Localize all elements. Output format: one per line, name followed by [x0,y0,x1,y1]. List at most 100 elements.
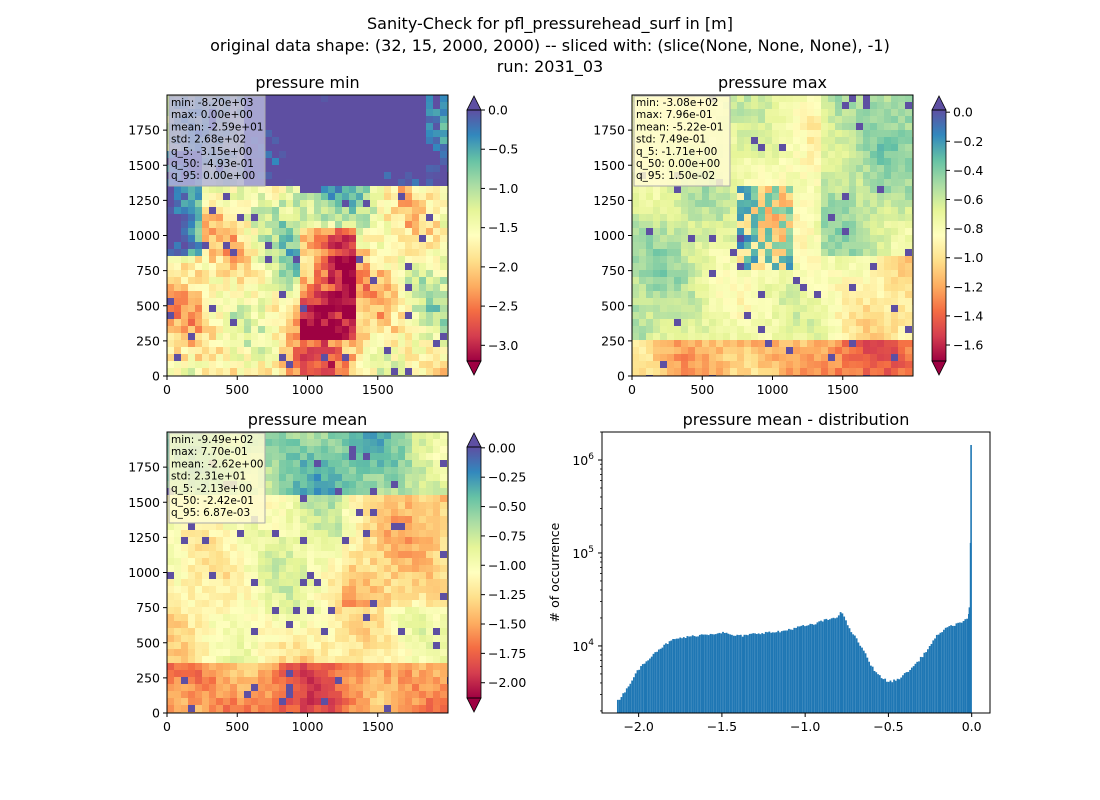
histogram-bar [868,661,871,713]
histogram-bar [919,656,922,713]
histogram-bar [939,632,942,713]
colorbar-tick-label: −1.75 [488,646,526,661]
y-tick-label: 500 [136,635,160,650]
y-tick-label: 500 [136,298,160,313]
histogram-bar [668,641,671,713]
histogram-bar [763,633,765,713]
histogram-bar [795,627,797,713]
histogram-bar [624,692,626,713]
histogram-bar [957,622,960,713]
histogram-bar [691,635,694,713]
histogram-bar [804,626,806,713]
histogram-bar [855,638,858,713]
histogram-bar [702,634,705,713]
histogram-bar [682,637,685,713]
histogram-bar [723,632,726,713]
histogram-bar [811,624,813,713]
histogram-bar [941,632,944,713]
histogram-bar [657,649,660,713]
histogram-bar [950,625,952,713]
histogram-bar [716,633,719,713]
histogram-bar [782,630,785,713]
histogram-bar [878,675,881,713]
x-tick-label: −1.0 [790,719,820,734]
histogram-bar [937,634,940,713]
colorbar-extend-min [466,360,482,376]
histogram-bar [745,634,748,713]
histogram-bar [711,634,714,713]
histogram-bar [789,629,792,713]
histogram-bar [818,621,821,713]
histogram-bar [880,678,883,713]
colorbar-extend-max [931,95,947,111]
colorbar-extend-min [466,697,482,713]
histogram-bar [836,617,838,713]
y-tick-label: 1750 [128,123,160,138]
histogram-bar [905,672,908,713]
stats-box [168,432,266,524]
histogram-bar [647,660,650,713]
y-axis-label: # of occurrence [547,522,562,622]
histogram-bar [750,633,753,713]
histogram-bar [857,642,860,713]
histogram-bar [800,625,803,713]
panel-title: pressure min [255,73,359,92]
y-tick-label: 106 [572,452,594,468]
histogram-bar [780,631,783,713]
histogram-bar [914,663,917,713]
histogram-bar [934,638,936,713]
histogram-bar [650,656,653,713]
colorbar: 0.0 −0.5 −1.0 −1.5 −2.0 −2.5 −3.0 [466,95,518,376]
colorbar-tick-label: −1.50 [488,617,526,632]
x-tick-label: 1000 [757,382,789,397]
histogram-bar [720,633,723,713]
x-tick-label: 500 [225,719,249,734]
y-tick-label: 1250 [128,193,160,208]
x-tick-label: −0.5 [873,719,903,734]
histogram-bar [714,634,717,713]
histogram-bar [825,618,828,713]
stats-line: q_50: -2.42e-01 [171,495,254,507]
histogram-bar [796,626,799,713]
histogram-bar [629,683,632,713]
panel-title: pressure mean [248,410,368,429]
histogram-bar [695,636,698,713]
histogram-bar [907,671,910,713]
histogram-bar [677,638,680,713]
colorbar-extend-max [466,95,482,111]
histogram-bar [672,639,675,713]
histogram-bar [755,634,758,713]
histogram-bar [959,622,961,713]
histogram-bar [884,678,887,713]
histogram-bar [636,670,639,713]
histogram-bar [853,635,856,713]
histogram-bar [761,633,764,713]
histogram-bar [775,632,778,713]
y-tick-label: 1000 [128,228,160,243]
histogram-bar [697,636,699,713]
histogram-bar [925,652,928,713]
histogram-bar [693,636,696,713]
histogram-bar [953,625,956,713]
histogram-bar [666,644,669,713]
colorbar-tick-label: −2.00 [488,675,526,690]
histogram-bar [736,634,739,713]
colorbar-tick-label: −0.25 [488,470,526,485]
histogram-bar [805,625,808,713]
histogram-bar [802,625,805,713]
colorbar-tick-label: −3.0 [488,338,518,353]
stats-line: std: 2.31e+01 [171,471,246,483]
histogram-bar [943,629,945,713]
suptitle-line-1: Sanity-Check for pfl_pressurehead_surf i… [367,14,733,34]
histogram-bar [866,657,869,713]
histogram-bar [731,634,733,713]
stats-line: min: -8.20e+03 [171,97,253,109]
histogram-bar [955,623,958,713]
stats-line: q_50: -4.93e-01 [171,158,254,170]
pressure-mean-panel: pressure mean 0 500 1000 1500 0 250 500 750 1000 1… [128,410,526,734]
histogram-bar [921,657,924,713]
histogram-bar [896,678,899,713]
histogram-bar [946,627,949,713]
histogram-bar [754,633,756,713]
stats-box [168,95,266,187]
